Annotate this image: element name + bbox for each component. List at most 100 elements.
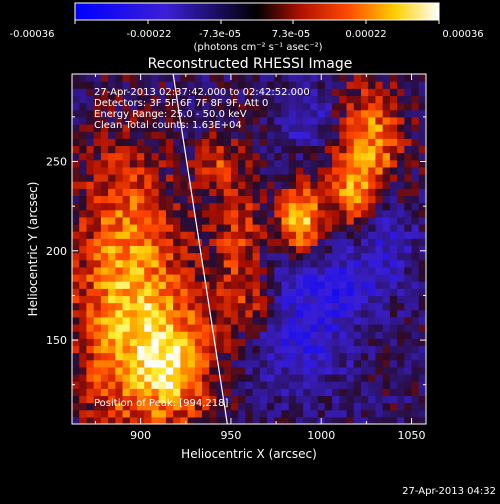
heatmap-cell: [151, 124, 160, 132]
heatmap-cell: [165, 316, 174, 325]
heatmap-cell: [404, 145, 413, 154]
heatmap-cell: [173, 152, 181, 161]
heatmap-cell: [194, 88, 203, 97]
heatmap-cell: [129, 102, 138, 111]
heatmap-cell: [252, 209, 261, 218]
heatmap-cell: [339, 109, 348, 118]
heatmap-cell: [108, 274, 116, 282]
heatmap-cell: [288, 181, 297, 189]
heatmap-cell: [202, 374, 210, 382]
heatmap-cell: [129, 109, 138, 118]
heatmap-cell: [353, 402, 362, 411]
heatmap-cell: [252, 324, 261, 332]
heatmap-cell: [353, 288, 362, 297]
heatmap-cell: [368, 409, 377, 418]
heatmap-cell: [382, 359, 391, 368]
heatmap-cell: [165, 252, 174, 261]
heatmap-cell: [418, 288, 426, 297]
heatmap-cell: [144, 402, 153, 411]
heatmap-cell: [79, 309, 88, 318]
heatmap-cell: [281, 288, 290, 297]
heatmap-cell: [252, 216, 261, 225]
heatmap-cell: [368, 316, 377, 325]
heatmap-cell: [238, 166, 246, 175]
heatmap-cell: [411, 81, 420, 89]
heatmap-cell: [281, 152, 290, 161]
heatmap-cell: [165, 416, 174, 424]
heatmap-cell: [418, 402, 426, 411]
footer-timestamp: 27-Apr-2013 04:32: [402, 486, 496, 497]
heatmap-cell: [368, 416, 377, 424]
heatmap-cell: [360, 245, 369, 254]
heatmap-cell: [404, 331, 413, 339]
heatmap-cell: [317, 231, 326, 239]
heatmap-cell: [397, 159, 405, 168]
heatmap-cell: [158, 216, 167, 225]
heatmap-cell: [288, 159, 297, 168]
heatmap-cell: [137, 374, 145, 382]
heatmap-cell: [360, 116, 369, 125]
heatmap-cell: [93, 366, 102, 375]
heatmap-cell: [158, 395, 167, 404]
heatmap-cell: [238, 245, 246, 254]
heatmap-cell: [238, 359, 246, 368]
heatmap-cell: [245, 95, 254, 104]
heatmap-cell: [353, 359, 362, 368]
heatmap-cell: [93, 181, 102, 189]
y-axis-label: Heliocentric Y (arcsec): [26, 182, 40, 317]
heatmap-cell: [93, 352, 102, 361]
heatmap-cell: [223, 174, 232, 182]
heatmap-cell: [108, 238, 116, 247]
heatmap-cell: [317, 81, 326, 89]
heatmap-cell: [100, 74, 109, 82]
heatmap-cell: [158, 145, 167, 154]
heatmap-cell: [115, 166, 124, 175]
heatmap-cell: [187, 331, 196, 339]
heatmap-cell: [86, 252, 95, 261]
heatmap-cell: [267, 224, 275, 232]
heatmap-cell: [418, 316, 426, 325]
heatmap-cell: [303, 102, 311, 111]
heatmap-cell: [122, 238, 131, 247]
heatmap-cell: [122, 366, 131, 375]
heatmap-cell: [122, 409, 131, 418]
heatmap-cell: [317, 366, 326, 375]
heatmap-cell: [267, 88, 275, 97]
heatmap-cell: [238, 238, 246, 247]
heatmap-cell: [122, 395, 131, 404]
heatmap-cell: [411, 288, 420, 297]
heatmap-cell: [353, 188, 362, 197]
heatmap-cell: [339, 281, 348, 289]
heatmap-cell: [339, 416, 348, 424]
heatmap-cell: [324, 409, 333, 418]
heatmap-cell: [216, 224, 225, 232]
heatmap-cell: [245, 345, 254, 354]
heatmap-cell: [397, 402, 405, 411]
heatmap-cell: [252, 159, 261, 168]
heatmap-cell: [230, 88, 239, 97]
heatmap-cell: [202, 181, 210, 189]
heatmap-cell: [245, 366, 254, 375]
heatmap-cell: [389, 152, 398, 161]
heatmap-cell: [418, 274, 426, 282]
heatmap-cell: [375, 245, 384, 254]
heatmap-cell: [238, 102, 246, 111]
heatmap-cell: [397, 374, 405, 382]
heatmap-cell: [368, 159, 377, 168]
heatmap-cell: [238, 416, 246, 424]
heatmap-cell: [411, 324, 420, 332]
heatmap-cell: [100, 352, 109, 361]
heatmap-cell: [259, 252, 268, 261]
heatmap-cell: [115, 109, 124, 118]
heatmap-cell: [274, 309, 283, 318]
heatmap-cell: [137, 81, 145, 89]
heatmap-cell: [404, 74, 413, 82]
heatmap-cell: [288, 381, 297, 389]
heatmap-cell: [158, 124, 167, 132]
heatmap-cell: [259, 259, 268, 268]
heatmap-cell: [108, 259, 116, 268]
heatmap-cell: [202, 166, 210, 175]
heatmap-cell: [317, 152, 326, 161]
heatmap-cell: [288, 88, 297, 97]
heatmap-cell: [375, 395, 384, 404]
